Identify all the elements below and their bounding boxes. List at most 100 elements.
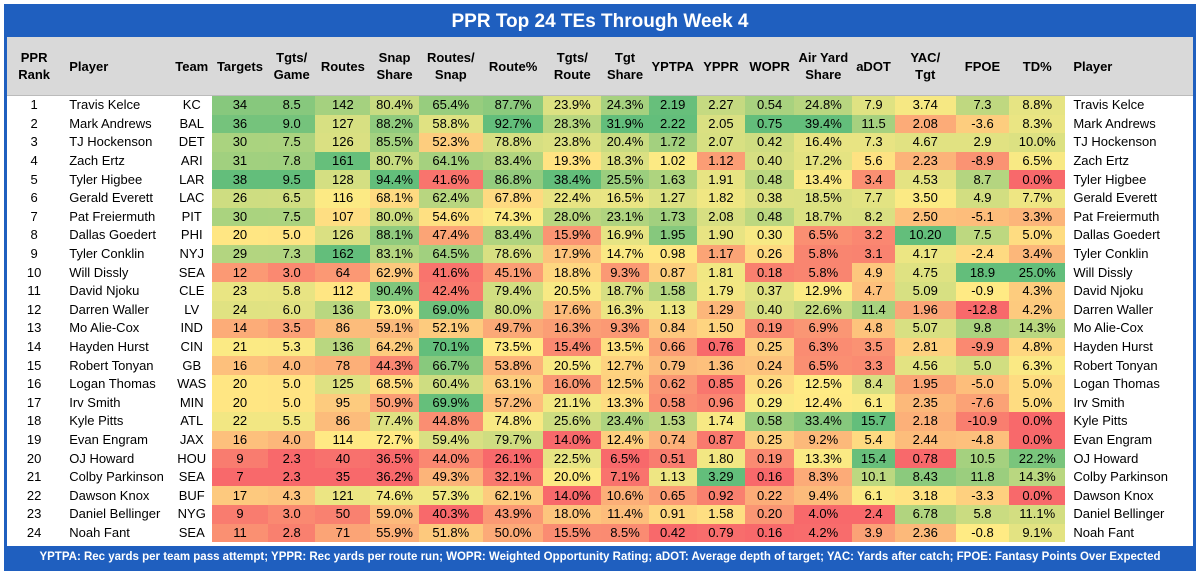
stat-cell: 8.3% [794,467,853,487]
footer-note: YPTPA: Rec yards per team pass attempt; … [7,546,1193,568]
stat-cell: 15.4 [852,449,895,468]
stat-cell: 2.08 [696,207,746,227]
stat-cell: 6.3% [794,337,853,357]
stat-cell: 60.4% [418,374,483,394]
stat-cell: 24 [26,524,42,540]
stat-cell: 29 [211,244,269,264]
stat-cell: 9.8 [955,319,1010,338]
stat-cell: 1.58 [648,281,697,301]
stat-cell: 4.3% [1009,281,1066,301]
stat-cell: 80.4% [370,95,419,115]
stat-cell: 16.3% [543,319,602,338]
stat-cell: 90.4% [370,281,419,301]
stat-cell: SEA [178,524,205,540]
stat-cell: 49.7% [482,319,544,338]
stat-cell: 161 [315,151,371,171]
stat-cell: -7.6 [955,393,1010,413]
stat-cell: 0.37 [745,281,795,301]
stat-cell: -3.3 [955,486,1010,506]
stat-cell: 1.36 [696,356,746,375]
stat-cell: JAX [179,431,204,447]
stat-cell: 0.98 [648,244,697,264]
player-cell: Tyler Conklin [69,246,145,262]
stat-cell: 20 [26,450,42,466]
stat-cell: 20.0% [543,467,602,487]
stat-cell: 57.2% [482,393,544,413]
stat-cell: SEA [178,264,205,280]
stat-cell: 52.1% [418,319,483,338]
stat-cell: 66.7% [418,356,483,375]
table-row: 21 Colby Parkinson SEA 7 2.3 35 36.2% 49.3% 32.1… [7,467,1193,487]
stat-cell: 3.5 [852,337,895,357]
stat-cell: 23.4% [601,412,649,431]
stat-cell: 127 [315,114,371,134]
stat-cell: 3.0 [268,505,316,524]
stat-cell: 2 [30,115,38,131]
stat-cell: 6.5% [794,226,853,245]
table-row: 15 Robert Tonyan GB 16 4.0 78 44.3% 66.7% 53.8% 2… [7,356,1193,375]
stat-cell: 1.02 [648,151,697,171]
stat-cell: 20 [211,226,269,245]
stat-cell: 9.5 [268,170,316,189]
stat-cell: 11 [211,523,269,543]
stat-cell: 2.08 [894,114,956,134]
stat-cell: 7.7 [852,188,895,208]
player-cell: Colby Parkinson [1073,469,1168,485]
stat-cell: 18 [26,413,42,429]
stat-cell: 3.4 [852,170,895,189]
table-row: 22 Dawson Knox BUF 17 4.3 121 74.6% 57.3% 62.1% 1… [7,486,1193,506]
stat-cell: 64 [315,263,371,282]
stat-cell: 14 [26,339,42,355]
stat-cell: 2.22 [648,114,697,134]
stat-cell: 58.8% [418,114,483,134]
stat-cell: 3.3 [852,356,895,375]
stat-cell: 8.4 [852,374,895,394]
stat-cell: 1.95 [648,226,697,245]
stat-cell: 50 [315,505,371,524]
stat-cell: 0.75 [745,114,795,134]
stat-cell: 0.16 [745,467,795,487]
stat-cell: 43.9% [482,505,544,524]
stat-cell: 19.3% [543,151,602,171]
player-cell: Zach Ertz [1073,153,1129,169]
stat-cell: 68.1% [370,188,419,208]
stat-cell: 0.29 [745,393,795,413]
stat-cell: 7.5 [268,133,316,152]
stat-cell: 1.58 [696,505,746,524]
stat-cell: 95 [315,393,371,413]
table-row: 2 Mark Andrews BAL 36 9.0 127 88.2% 58.8% 92.7% 2… [7,114,1193,134]
stat-cell: 14.7% [601,244,649,264]
stat-cell: 5 [30,171,38,187]
stat-cell: 16 [211,356,269,375]
stat-cell: 1.81 [696,263,746,282]
stat-cell: -5.1 [955,207,1010,227]
table-row: 23 Daniel Bellinger NYG 9 3.0 50 59.0% 40.3% 43.… [7,505,1193,524]
stat-cell: 36.2% [370,467,419,487]
stat-cell: 9 [30,246,38,262]
stat-cell: 23.9% [543,95,602,115]
stat-cell: 0.51 [648,449,697,468]
table-row: 24 Noah Fant SEA 11 2.8 71 55.9% 51.8% 50.0% 15.5… [7,523,1193,543]
stat-cell: 5.0 [955,356,1010,375]
player-cell: Kyle Pitts [69,413,124,429]
table-row: 10 Will Dissly SEA 12 3.0 64 62.9% 41.6% 45.1% 18… [7,263,1193,282]
stat-cell: 16 [211,430,269,450]
stat-cell: 6.5% [1009,151,1066,171]
stat-cell: 1.29 [696,300,746,320]
table-row: 3 TJ Hockenson DET 30 7.5 126 85.5% 52.3% 78.8% 2… [7,133,1193,152]
stat-cell: 52.3% [418,133,483,152]
player-cell: Robert Tonyan [69,357,154,373]
stat-cell: 2.23 [894,151,956,171]
stat-cell: 30 [211,133,269,152]
stat-cell: 7.3 [955,95,1010,115]
stat-cell: 36 [211,114,269,134]
stat-cell: 25.6% [543,412,602,431]
stat-cell: 1.73 [648,207,697,227]
player-cell: Colby Parkinson [69,469,164,485]
stat-cell: GB [182,357,202,373]
player-cell: Kyle Pitts [1073,413,1128,429]
stat-cell: 0.87 [696,430,746,450]
stat-cell: 18.3% [601,151,649,171]
stat-cell: 23.1% [601,207,649,227]
player-cell: Pat Freiermuth [69,208,156,224]
